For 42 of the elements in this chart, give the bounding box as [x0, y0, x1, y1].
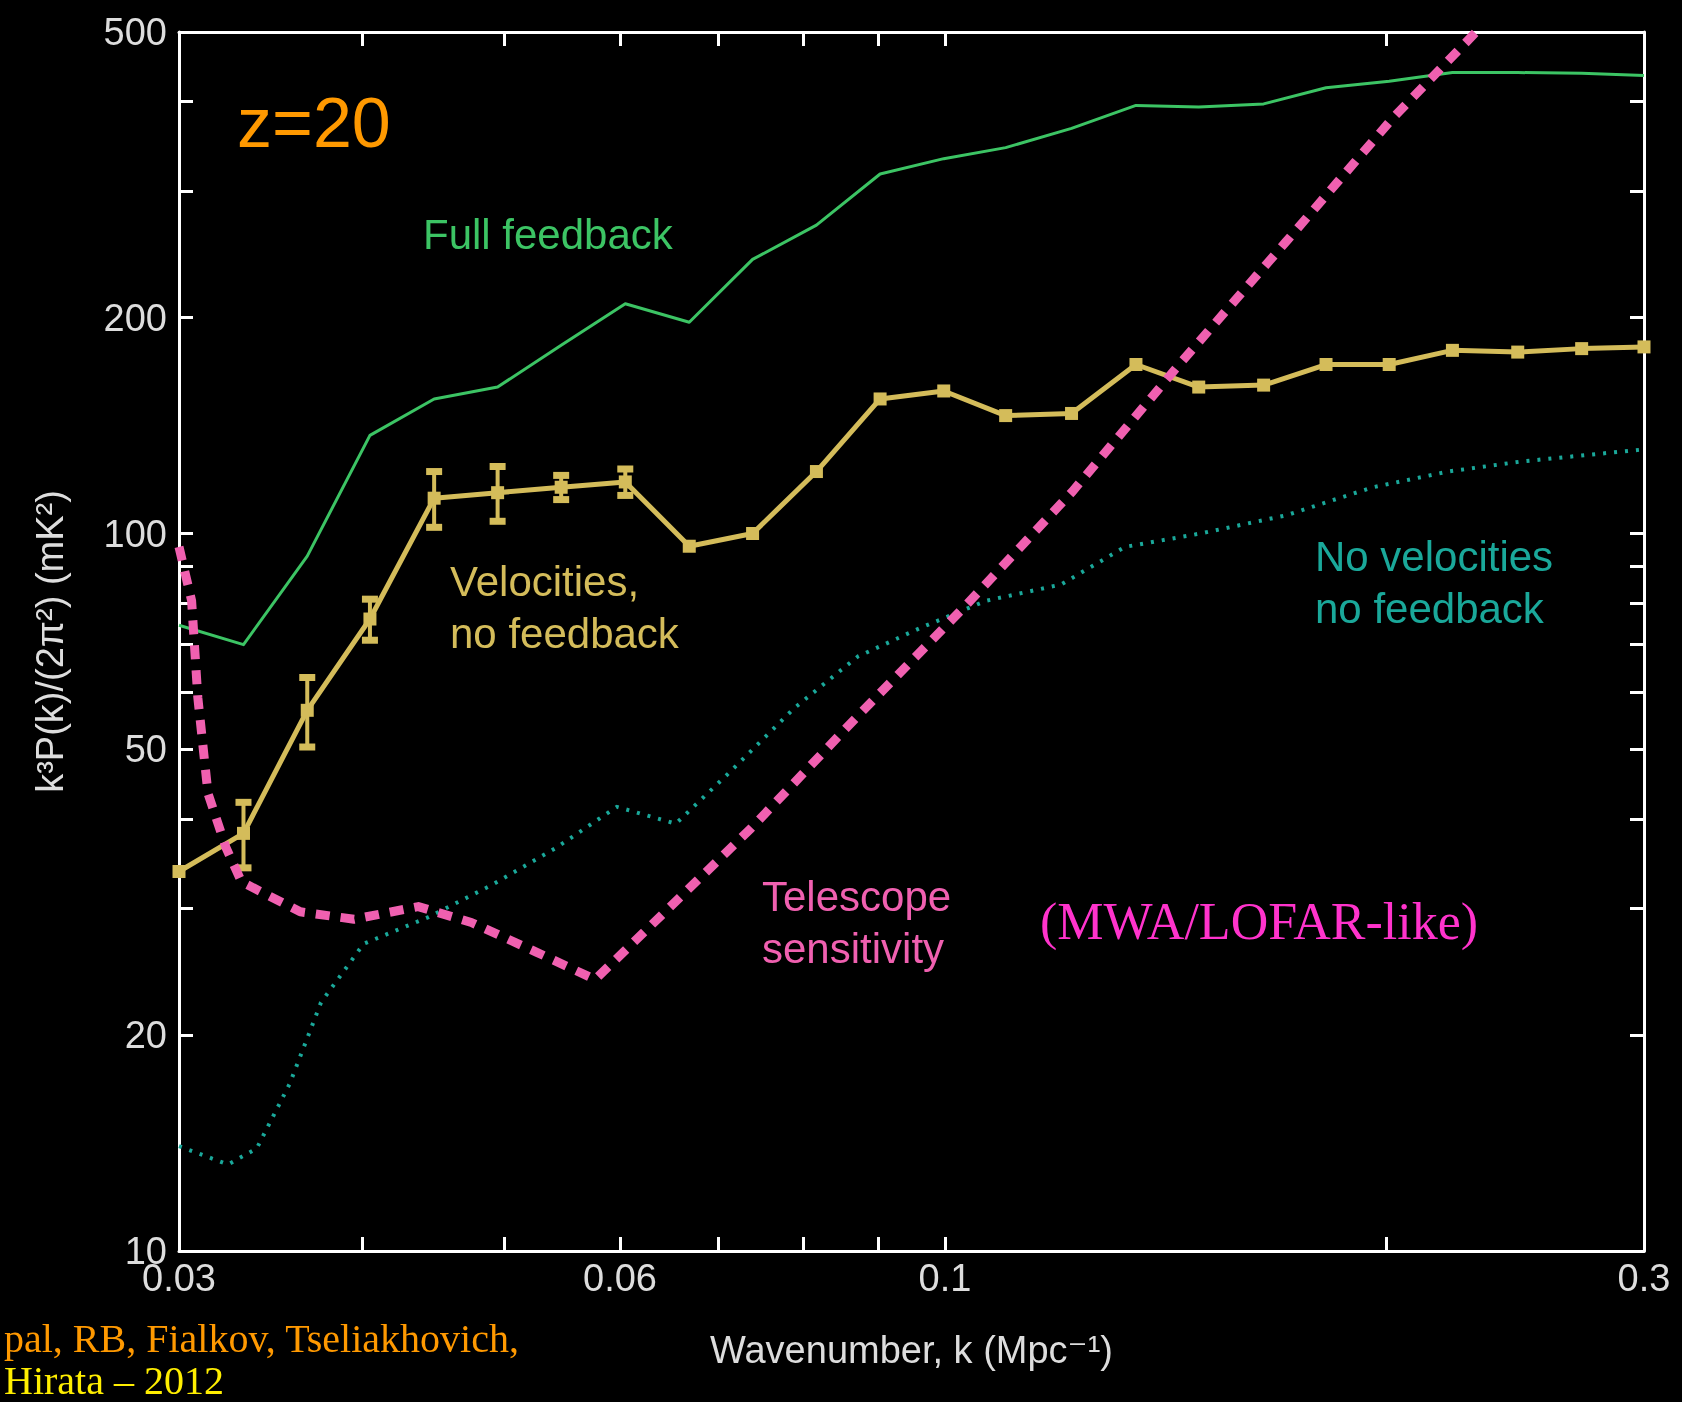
point [1445, 343, 1459, 357]
point [809, 465, 823, 479]
x-tick-label: 0.06 [583, 1257, 657, 1299]
point [682, 539, 696, 553]
point [999, 409, 1013, 423]
line-series [177, 71, 1646, 647]
x-axis-title: Wavenumber, k (Mpc⁻¹) [710, 1329, 1113, 1371]
series-label: Velocities, no feedback [450, 557, 680, 657]
point [1382, 358, 1396, 372]
point [236, 826, 250, 840]
point [618, 475, 632, 489]
point [1637, 340, 1651, 354]
point [1319, 358, 1333, 372]
series-label: Telescope sensitivity [762, 872, 952, 972]
point [1257, 378, 1271, 392]
point [427, 491, 441, 505]
point [172, 865, 186, 879]
series-label: Full feedback [423, 210, 674, 258]
x-tick-label: 0.3 [1617, 1257, 1671, 1299]
point [300, 703, 314, 717]
point [873, 392, 887, 406]
point [363, 612, 377, 626]
point [1511, 345, 1525, 359]
series-label: No velocities no feedback [1315, 532, 1554, 632]
y-tick-label: 500 [103, 11, 167, 53]
point [937, 384, 951, 398]
y-axis-title: k³P(k)/(2π²) (mK²) [29, 490, 71, 793]
point [554, 480, 568, 494]
point [491, 486, 505, 500]
point [746, 527, 760, 541]
point [1575, 342, 1589, 356]
point [1192, 380, 1206, 394]
text: pal, RB, Fialkov, Tseliakhovich, [4, 1315, 519, 1361]
point [1129, 358, 1143, 372]
y-tick-label: 50 [124, 728, 167, 771]
annotation: z=20 [237, 84, 391, 162]
y-tick-label: 20 [124, 1014, 167, 1057]
y-tick-label: 100 [103, 512, 167, 555]
annotation: (MWA/LOFAR-like) [1040, 892, 1479, 951]
point [1065, 406, 1079, 420]
y-tick-label: 200 [103, 296, 167, 339]
x-tick-label: 0.1 [918, 1257, 972, 1299]
